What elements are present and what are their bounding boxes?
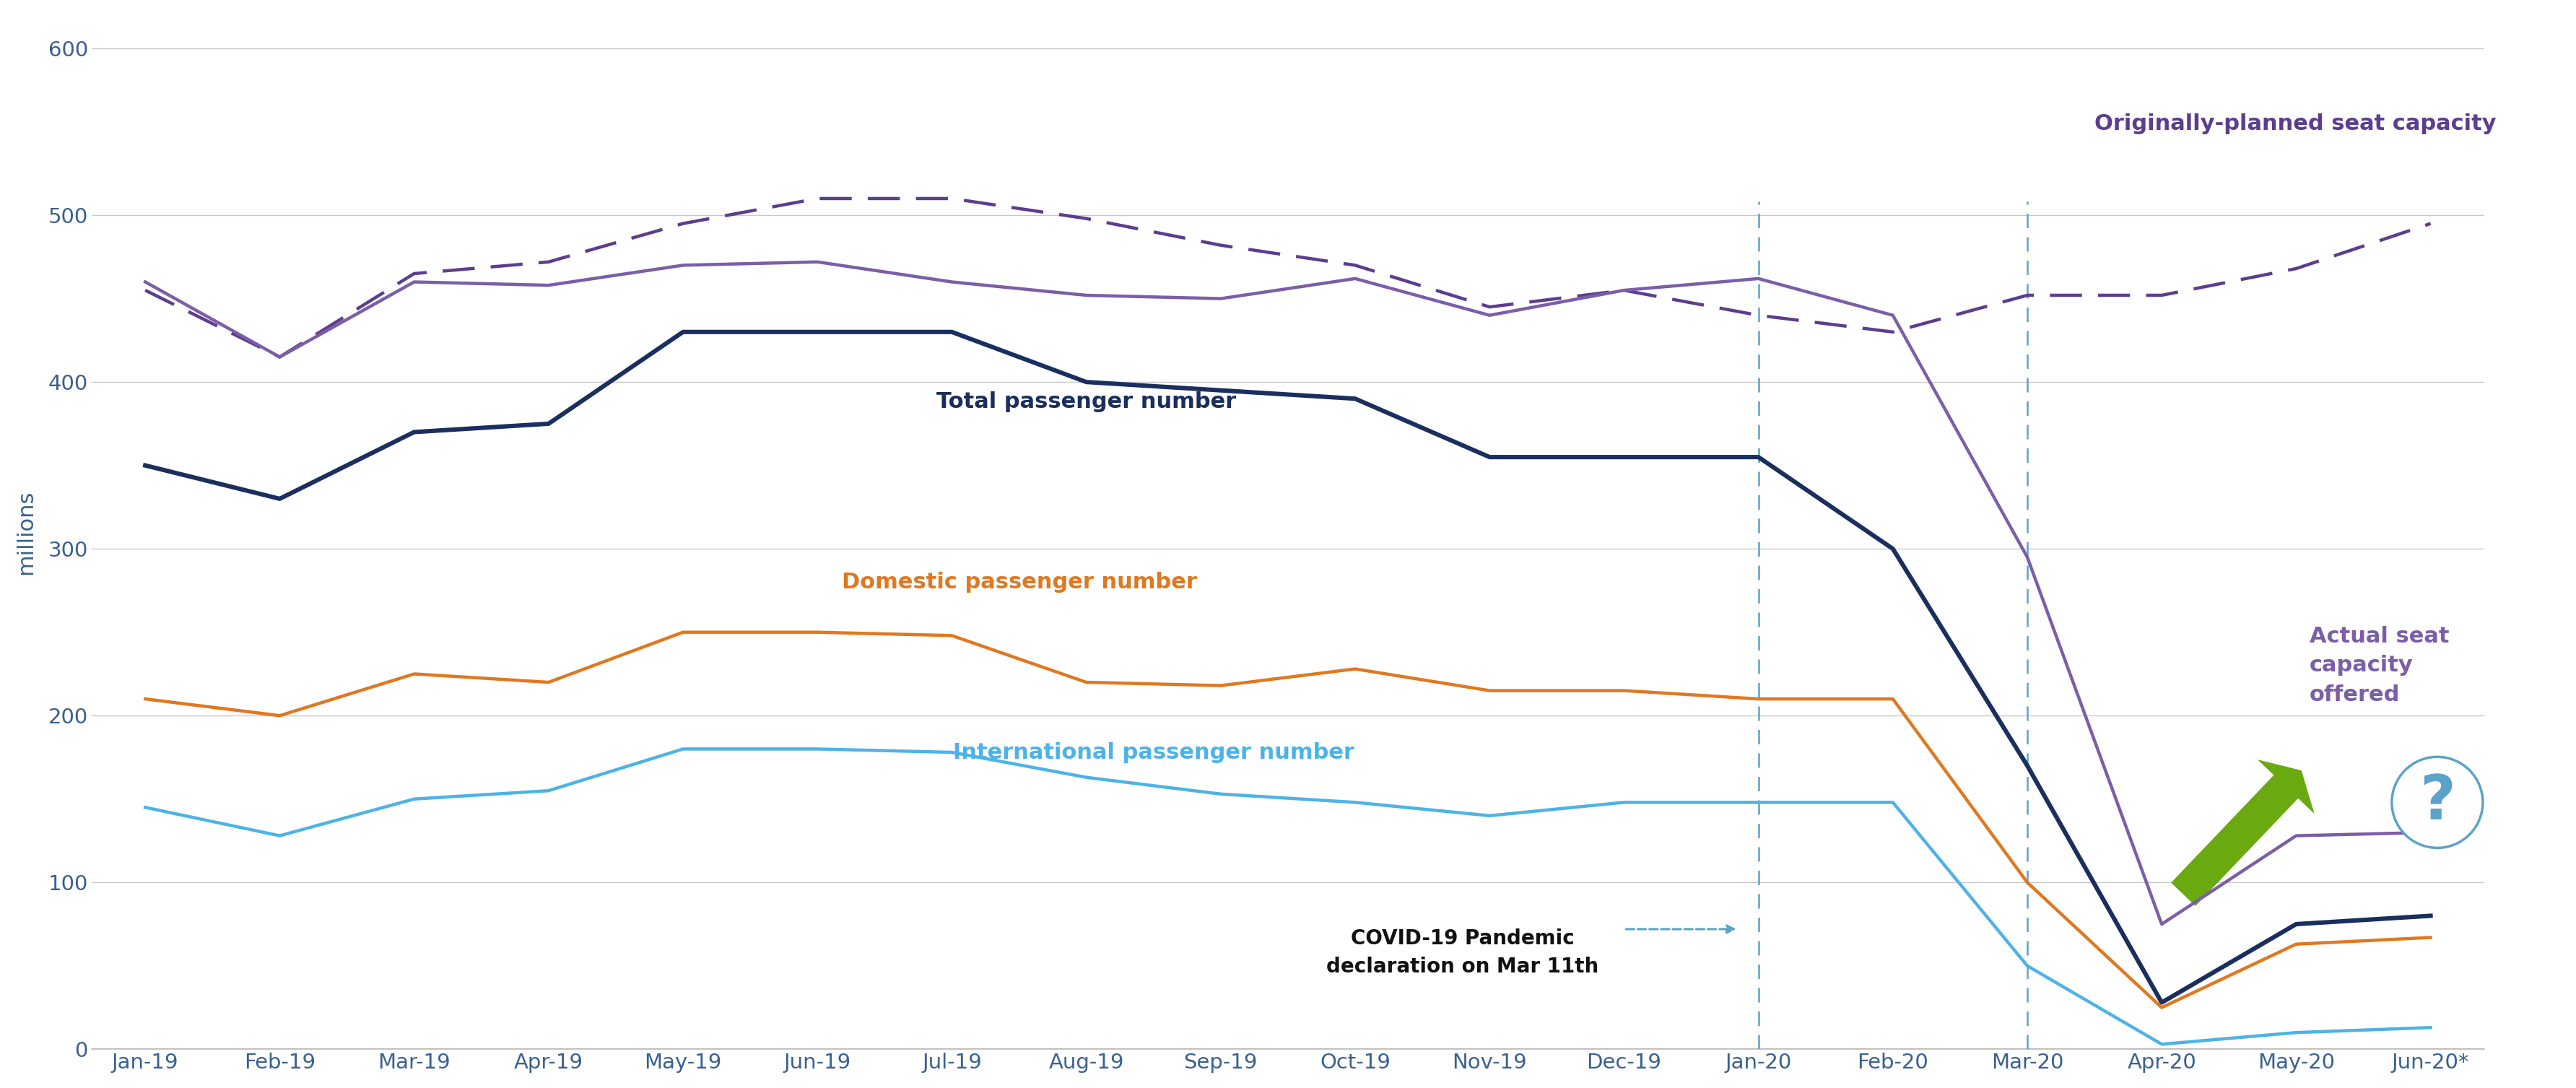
Text: Actual seat
capacity
offered: Actual seat capacity offered xyxy=(2311,626,2450,705)
Text: COVID-19 Pandemic
declaration on Mar 11th: COVID-19 Pandemic declaration on Mar 11t… xyxy=(1327,928,1600,977)
Text: Total passenger number: Total passenger number xyxy=(938,392,1236,412)
Y-axis label: millions: millions xyxy=(15,490,36,574)
Text: International passenger number: International passenger number xyxy=(953,742,1355,763)
Text: ?: ? xyxy=(2419,772,2455,832)
Text: Originally-planned seat capacity: Originally-planned seat capacity xyxy=(2094,113,2496,134)
Text: Domestic passenger number: Domestic passenger number xyxy=(842,571,1198,593)
